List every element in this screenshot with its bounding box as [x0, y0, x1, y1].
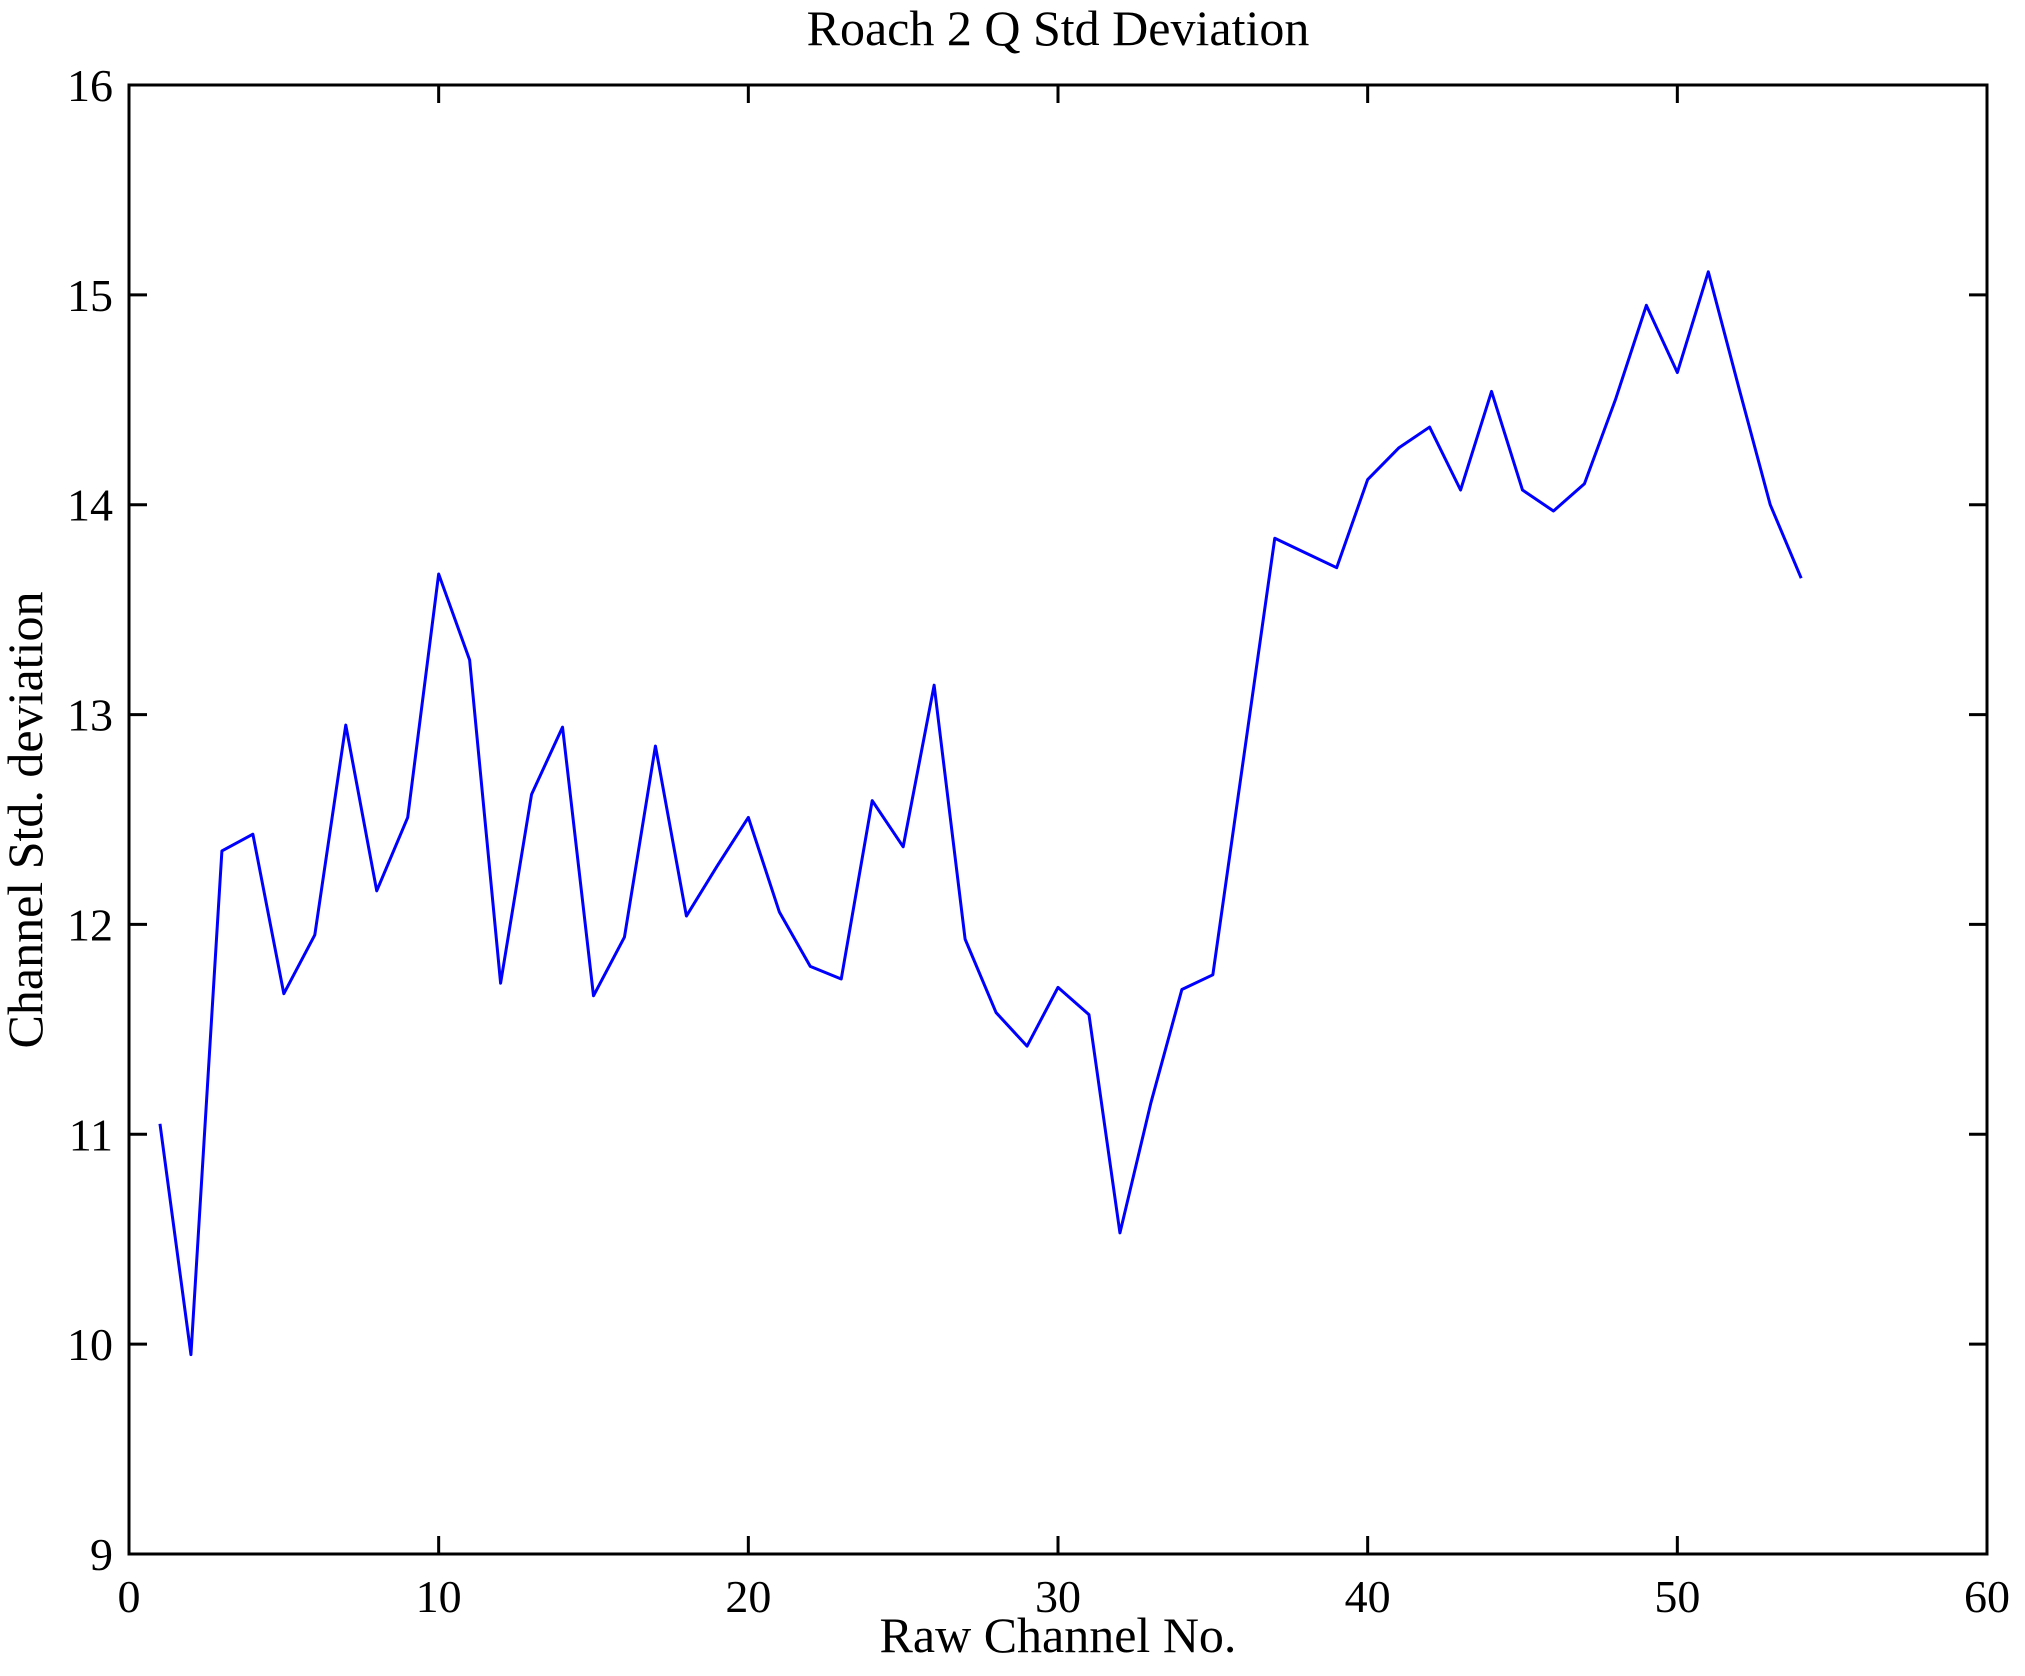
y-tick-label: 12	[67, 899, 113, 950]
y-axis-label: Channel Std. deviation	[0, 592, 53, 1049]
y-tick-label: 15	[67, 270, 113, 321]
x-tick-labels: 0 10 20 30 40 50 60	[118, 1571, 2011, 1622]
chart-title: Roach 2 Q Std Deviation	[807, 0, 1310, 56]
x-tick-label: 40	[1345, 1571, 1391, 1622]
y-tick-label: 11	[69, 1109, 113, 1160]
x-tick-label: 50	[1654, 1571, 1700, 1622]
data-series	[158, 270, 1803, 1357]
x-tick-label: 30	[1035, 1571, 1081, 1622]
tick-marks	[127, 83, 1989, 1556]
y-tick-label: 16	[67, 60, 113, 111]
y-tick-label: 9	[90, 1529, 113, 1580]
y-tick-label: 10	[67, 1319, 113, 1370]
data-line	[158, 270, 1803, 1357]
x-tick-label: 0	[118, 1571, 141, 1622]
y-tick-label: 13	[67, 690, 113, 741]
x-tick-label: 20	[725, 1571, 771, 1622]
x-axis-label: Raw Channel No.	[880, 1607, 1237, 1663]
y-tick-label: 14	[67, 480, 113, 531]
x-tick-label: 10	[416, 1571, 462, 1622]
x-tick-label: 60	[1964, 1571, 2010, 1622]
y-tick-labels: 9 10 11 12 13 14 15 16	[67, 60, 113, 1580]
